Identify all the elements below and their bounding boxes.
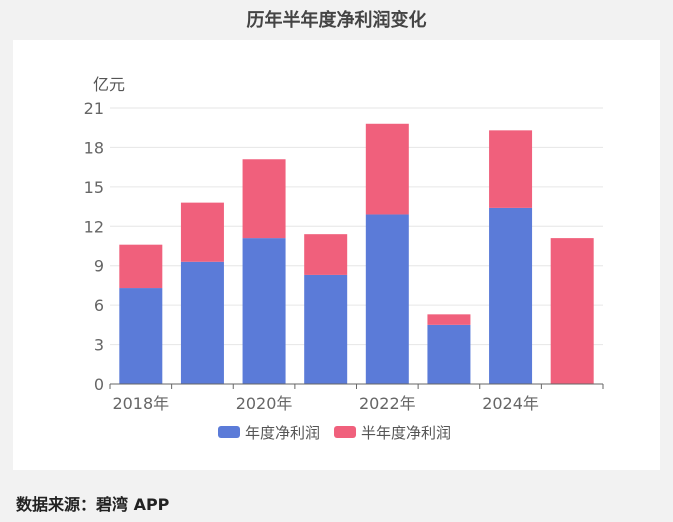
bar-half-year-8 [550,238,594,384]
chart-title: 历年半年度净利润变化 [246,10,427,31]
legend-label-2: 半年度净利润 [361,424,451,442]
y-tick-label: 3 [94,336,104,355]
y-tick-label: 12 [84,217,104,236]
bar-half-year-5 [365,123,409,215]
y-tick-label: 18 [84,138,104,157]
legend-swatch-1 [218,426,240,438]
bar-annual-7 [489,207,533,384]
y-tick-label: 21 [84,99,104,118]
bar-annual-5 [365,214,409,384]
bar-half-year-4 [304,234,348,275]
bar-annual-2 [180,261,224,384]
legend-swatch-2 [334,426,357,438]
y-axis-unit-label: 亿元 [93,75,125,94]
x-tick-label: 2022年 [359,394,416,413]
bar-half-year-2 [180,202,224,262]
bar-annual-4 [304,274,348,384]
x-tick-label: 2018年 [112,394,169,413]
bar-annual-1 [119,288,163,384]
x-tick-label: 2024年 [482,394,539,413]
bar-half-year-7 [489,130,533,208]
x-tick-label: 2020年 [236,394,293,413]
y-tick-label: 15 [84,178,104,197]
chart-panel: 亿元 0 3 6 9 12 15 18 21 2018年 2020年 2022年 2024年年度净利润 半… [13,40,660,470]
y-tick-label: 6 [94,296,104,315]
y-tick-label: 9 [94,257,104,276]
bar-annual-3 [242,238,286,384]
data-source: 数据来源：碧湾 APP [16,495,170,514]
bar-half-year-6 [427,314,471,325]
bar-half-year-3 [242,159,286,239]
bar-annual-6 [427,324,471,384]
legend-label-1: 年度净利润 [245,424,320,442]
y-tick-label: 0 [94,375,104,394]
bar-half-year-1 [119,244,163,289]
